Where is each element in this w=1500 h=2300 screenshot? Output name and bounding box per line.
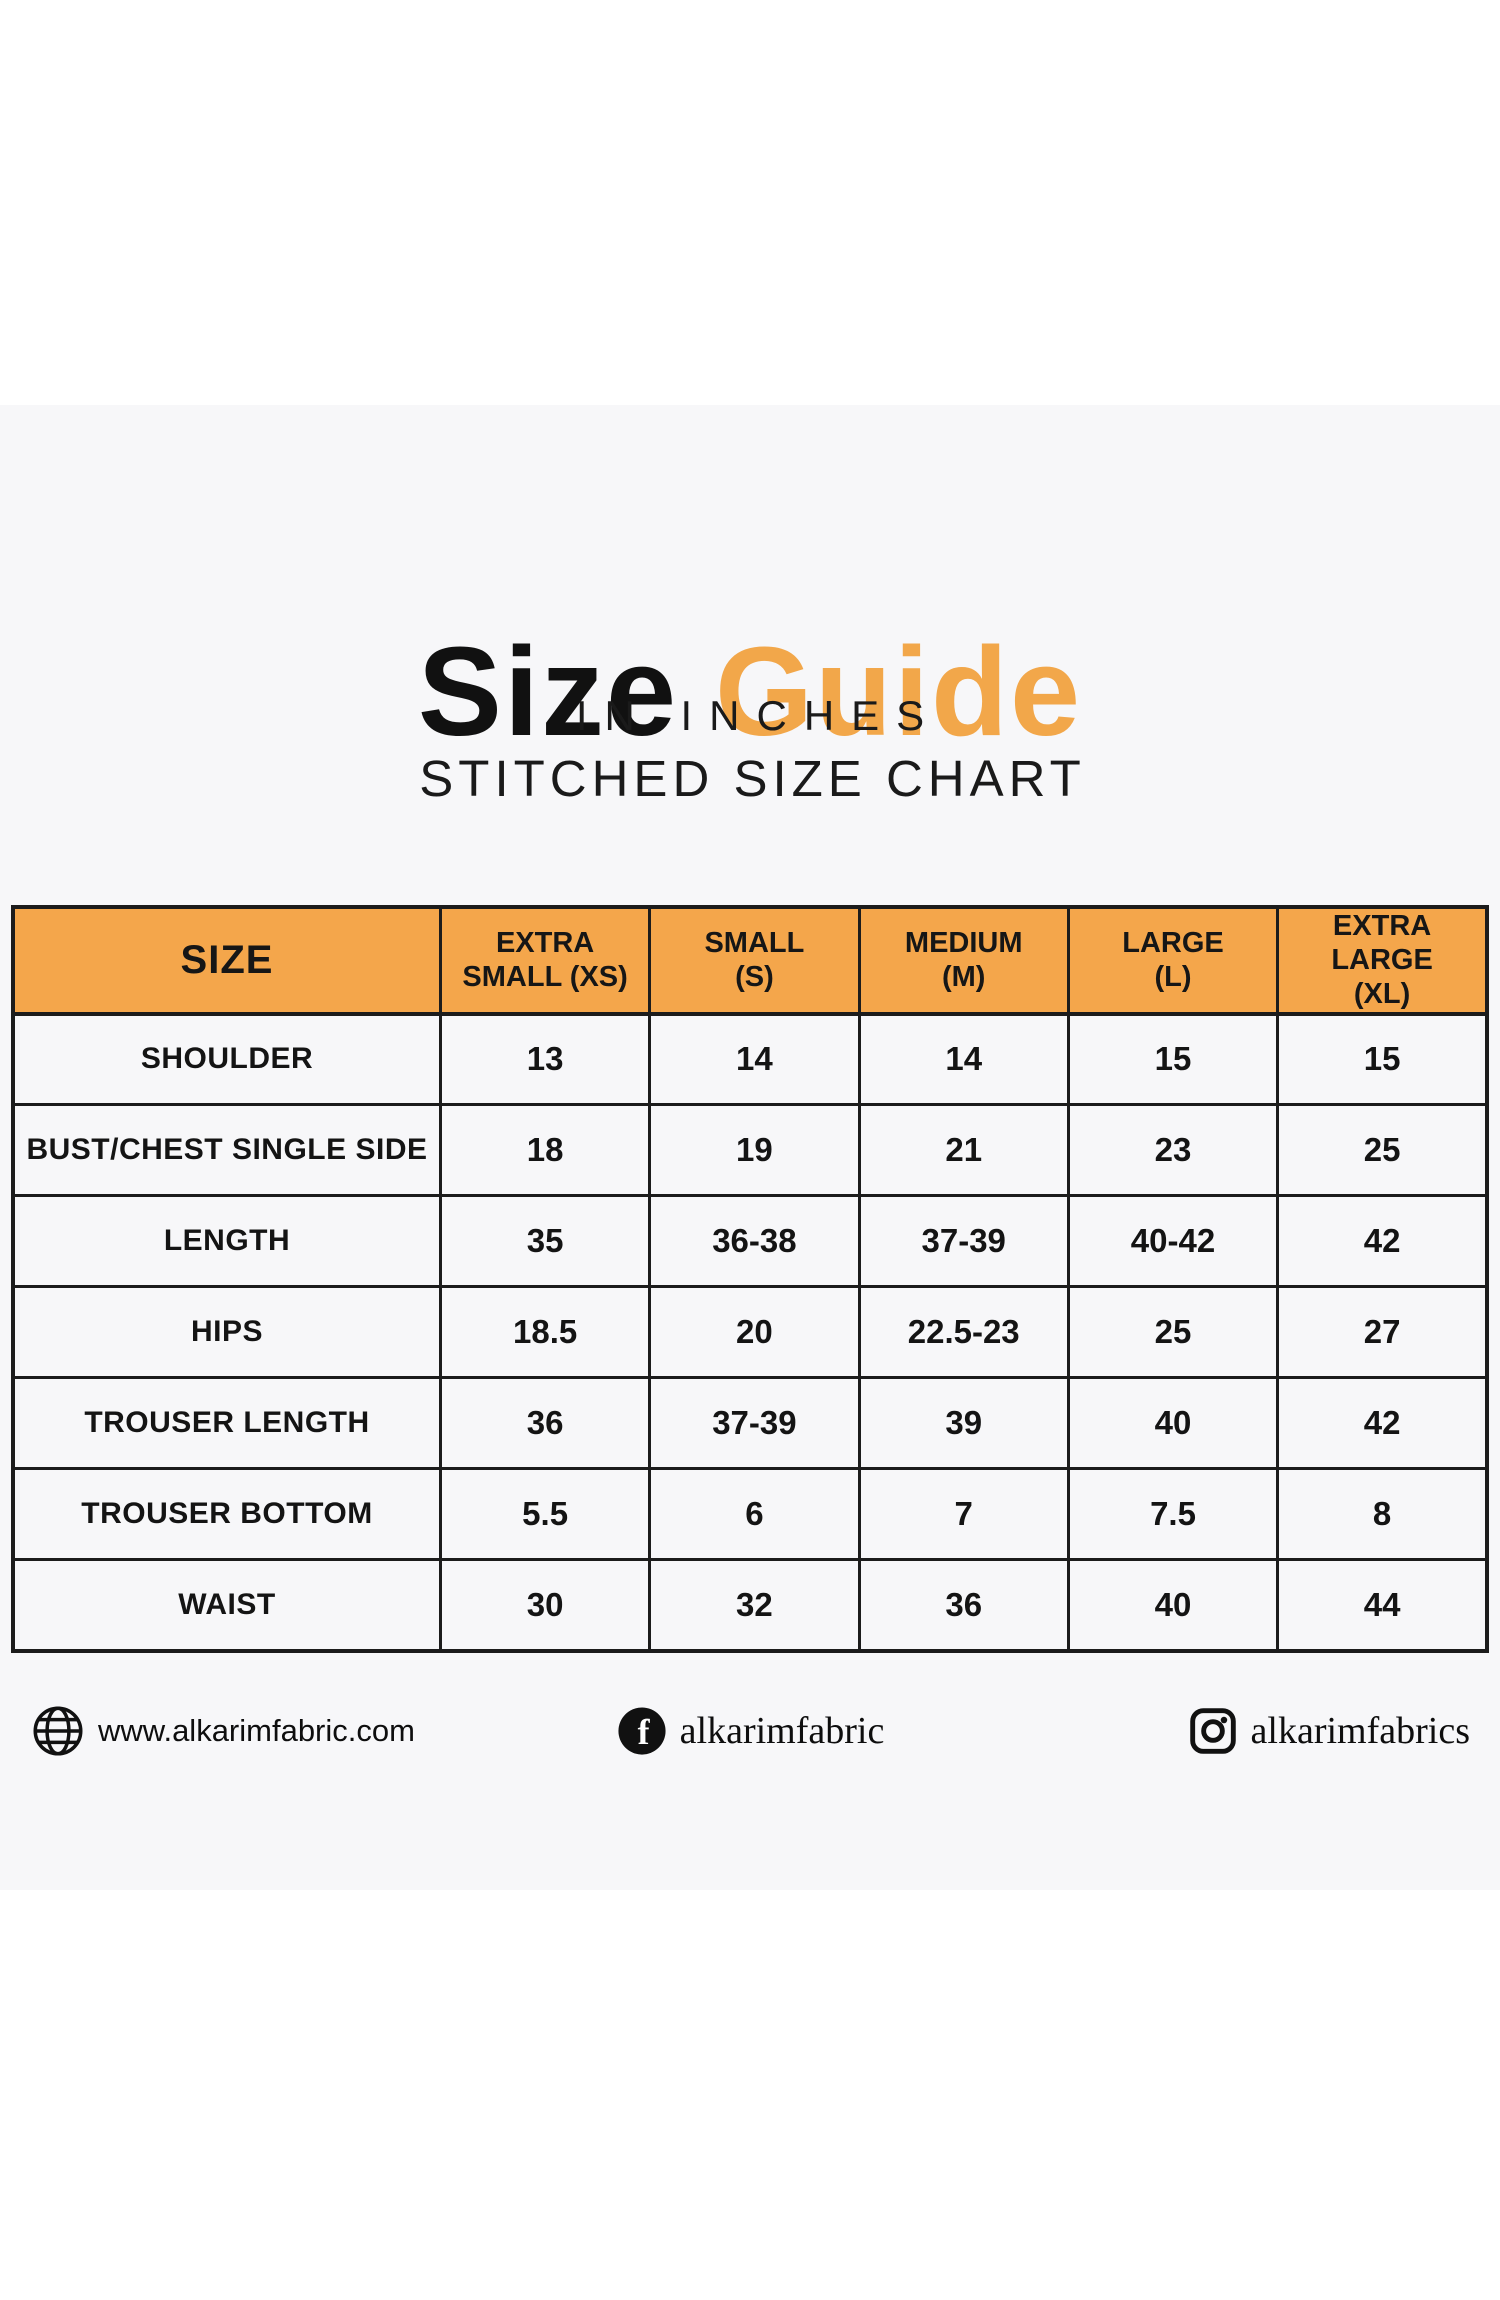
page-title: Size Guide [0, 629, 1500, 755]
value-cell: 36 [857, 1558, 1070, 1653]
table-row: TROUSER BOTTOM 5.5 6 7 7.5 8 [11, 1467, 1489, 1562]
table-row: HIPS 18.5 20 22.5-23 25 27 [11, 1285, 1489, 1380]
value-cell: 27 [1276, 1285, 1489, 1380]
size-table: SIZE EXTRA SMALL (XS) SMALL (S) MEDIUM (M) LARG… [11, 905, 1489, 1653]
column-header: MEDIUM (M) [857, 905, 1070, 1016]
value-cell: 21 [857, 1103, 1070, 1198]
footer-instagram: alkarimfabrics [1187, 1705, 1470, 1757]
footer-website: www.alkarimfabric.com [30, 1703, 415, 1759]
value-cell: 5.5 [438, 1467, 652, 1562]
table-body: SHOULDER 13 14 14 15 15 BUST/CHEST SINGLE SIDE… [11, 1012, 1489, 1653]
value-cell: 7 [857, 1467, 1070, 1562]
table-row: SHOULDER 13 14 14 15 15 [11, 1012, 1489, 1107]
value-cell: 14 [857, 1012, 1070, 1107]
page-title-orange: Guide [715, 621, 1083, 763]
value-cell: 6 [648, 1467, 861, 1562]
facebook-handle: alkarimfabric [679, 1710, 885, 1752]
value-cell: 18.5 [438, 1285, 652, 1380]
value-cell: 42 [1276, 1194, 1489, 1289]
value-cell: 40-42 [1066, 1194, 1280, 1289]
value-cell: 40 [1066, 1376, 1280, 1471]
value-cell: 32 [648, 1558, 861, 1653]
row-label: WAIST [11, 1558, 442, 1653]
website-url: www.alkarimfabric.com [98, 1713, 415, 1748]
value-cell: 18 [438, 1103, 652, 1198]
row-label: SHOULDER [11, 1012, 442, 1107]
value-cell: 15 [1276, 1012, 1489, 1107]
value-cell: 23 [1066, 1103, 1280, 1198]
value-cell: 14 [648, 1012, 861, 1107]
footer: www.alkarimfabric.com f alkarimfabric al… [0, 1703, 1500, 1759]
value-cell: 30 [438, 1558, 652, 1653]
value-cell: 37-39 [857, 1194, 1070, 1289]
instagram-icon [1189, 1708, 1236, 1754]
value-cell: 35 [438, 1194, 652, 1289]
value-cell: 15 [1066, 1012, 1280, 1107]
value-cell: 36-38 [648, 1194, 861, 1289]
column-header: SIZE [11, 905, 442, 1016]
instagram-handle: alkarimfabrics [1250, 1710, 1470, 1752]
row-label: LENGTH [11, 1194, 442, 1289]
column-header: LARGE (L) [1066, 905, 1280, 1016]
table-header-row: SIZE EXTRA SMALL (XS) SMALL (S) MEDIUM (M) LARG… [11, 905, 1489, 1016]
row-label: TROUSER LENGTH [11, 1376, 442, 1471]
value-cell: 19 [648, 1103, 861, 1198]
value-cell: 25 [1276, 1103, 1489, 1198]
table-row: LENGTH 35 36-38 37-39 40-42 42 [11, 1194, 1489, 1289]
value-cell: 7.5 [1066, 1467, 1280, 1562]
column-header: EXTRA LARGE (XL) [1276, 905, 1489, 1016]
footer-facebook: f alkarimfabric [616, 1705, 885, 1757]
table-row: TROUSER LENGTH 36 37-39 39 40 42 [11, 1376, 1489, 1471]
value-cell: 39 [857, 1376, 1070, 1471]
value-cell: 25 [1066, 1285, 1280, 1380]
value-cell: 20 [648, 1285, 861, 1380]
value-cell: 22.5-23 [857, 1285, 1070, 1380]
table-row: BUST/CHEST SINGLE SIDE 18 19 21 23 25 [11, 1103, 1489, 1198]
value-cell: 13 [438, 1012, 652, 1107]
value-cell: 36 [438, 1376, 652, 1471]
value-cell: 8 [1276, 1467, 1489, 1562]
page-title-black: Size [417, 621, 679, 763]
facebook-icon: f [618, 1707, 666, 1755]
subtitle-chart-name: STITCHED SIZE CHART [419, 750, 1086, 807]
value-cell: 40 [1066, 1558, 1280, 1653]
row-label: TROUSER BOTTOM [11, 1467, 442, 1562]
svg-text:f: f [637, 1712, 650, 1752]
globe-icon [33, 1706, 83, 1756]
table-row: WAIST 30 32 36 40 44 [11, 1558, 1489, 1653]
row-label: HIPS [11, 1285, 442, 1380]
value-cell: 42 [1276, 1376, 1489, 1471]
row-label: BUST/CHEST SINGLE SIDE [11, 1103, 442, 1198]
value-cell: 44 [1276, 1558, 1489, 1653]
column-header: EXTRA SMALL (XS) [438, 905, 652, 1016]
column-header: SMALL (S) [648, 905, 861, 1016]
subtitle-units: IN INCHES [575, 692, 942, 739]
value-cell: 37-39 [648, 1376, 861, 1471]
size-guide-panel: Size Guide IN INCHES STITCHED SIZE CHART… [0, 405, 1500, 1890]
